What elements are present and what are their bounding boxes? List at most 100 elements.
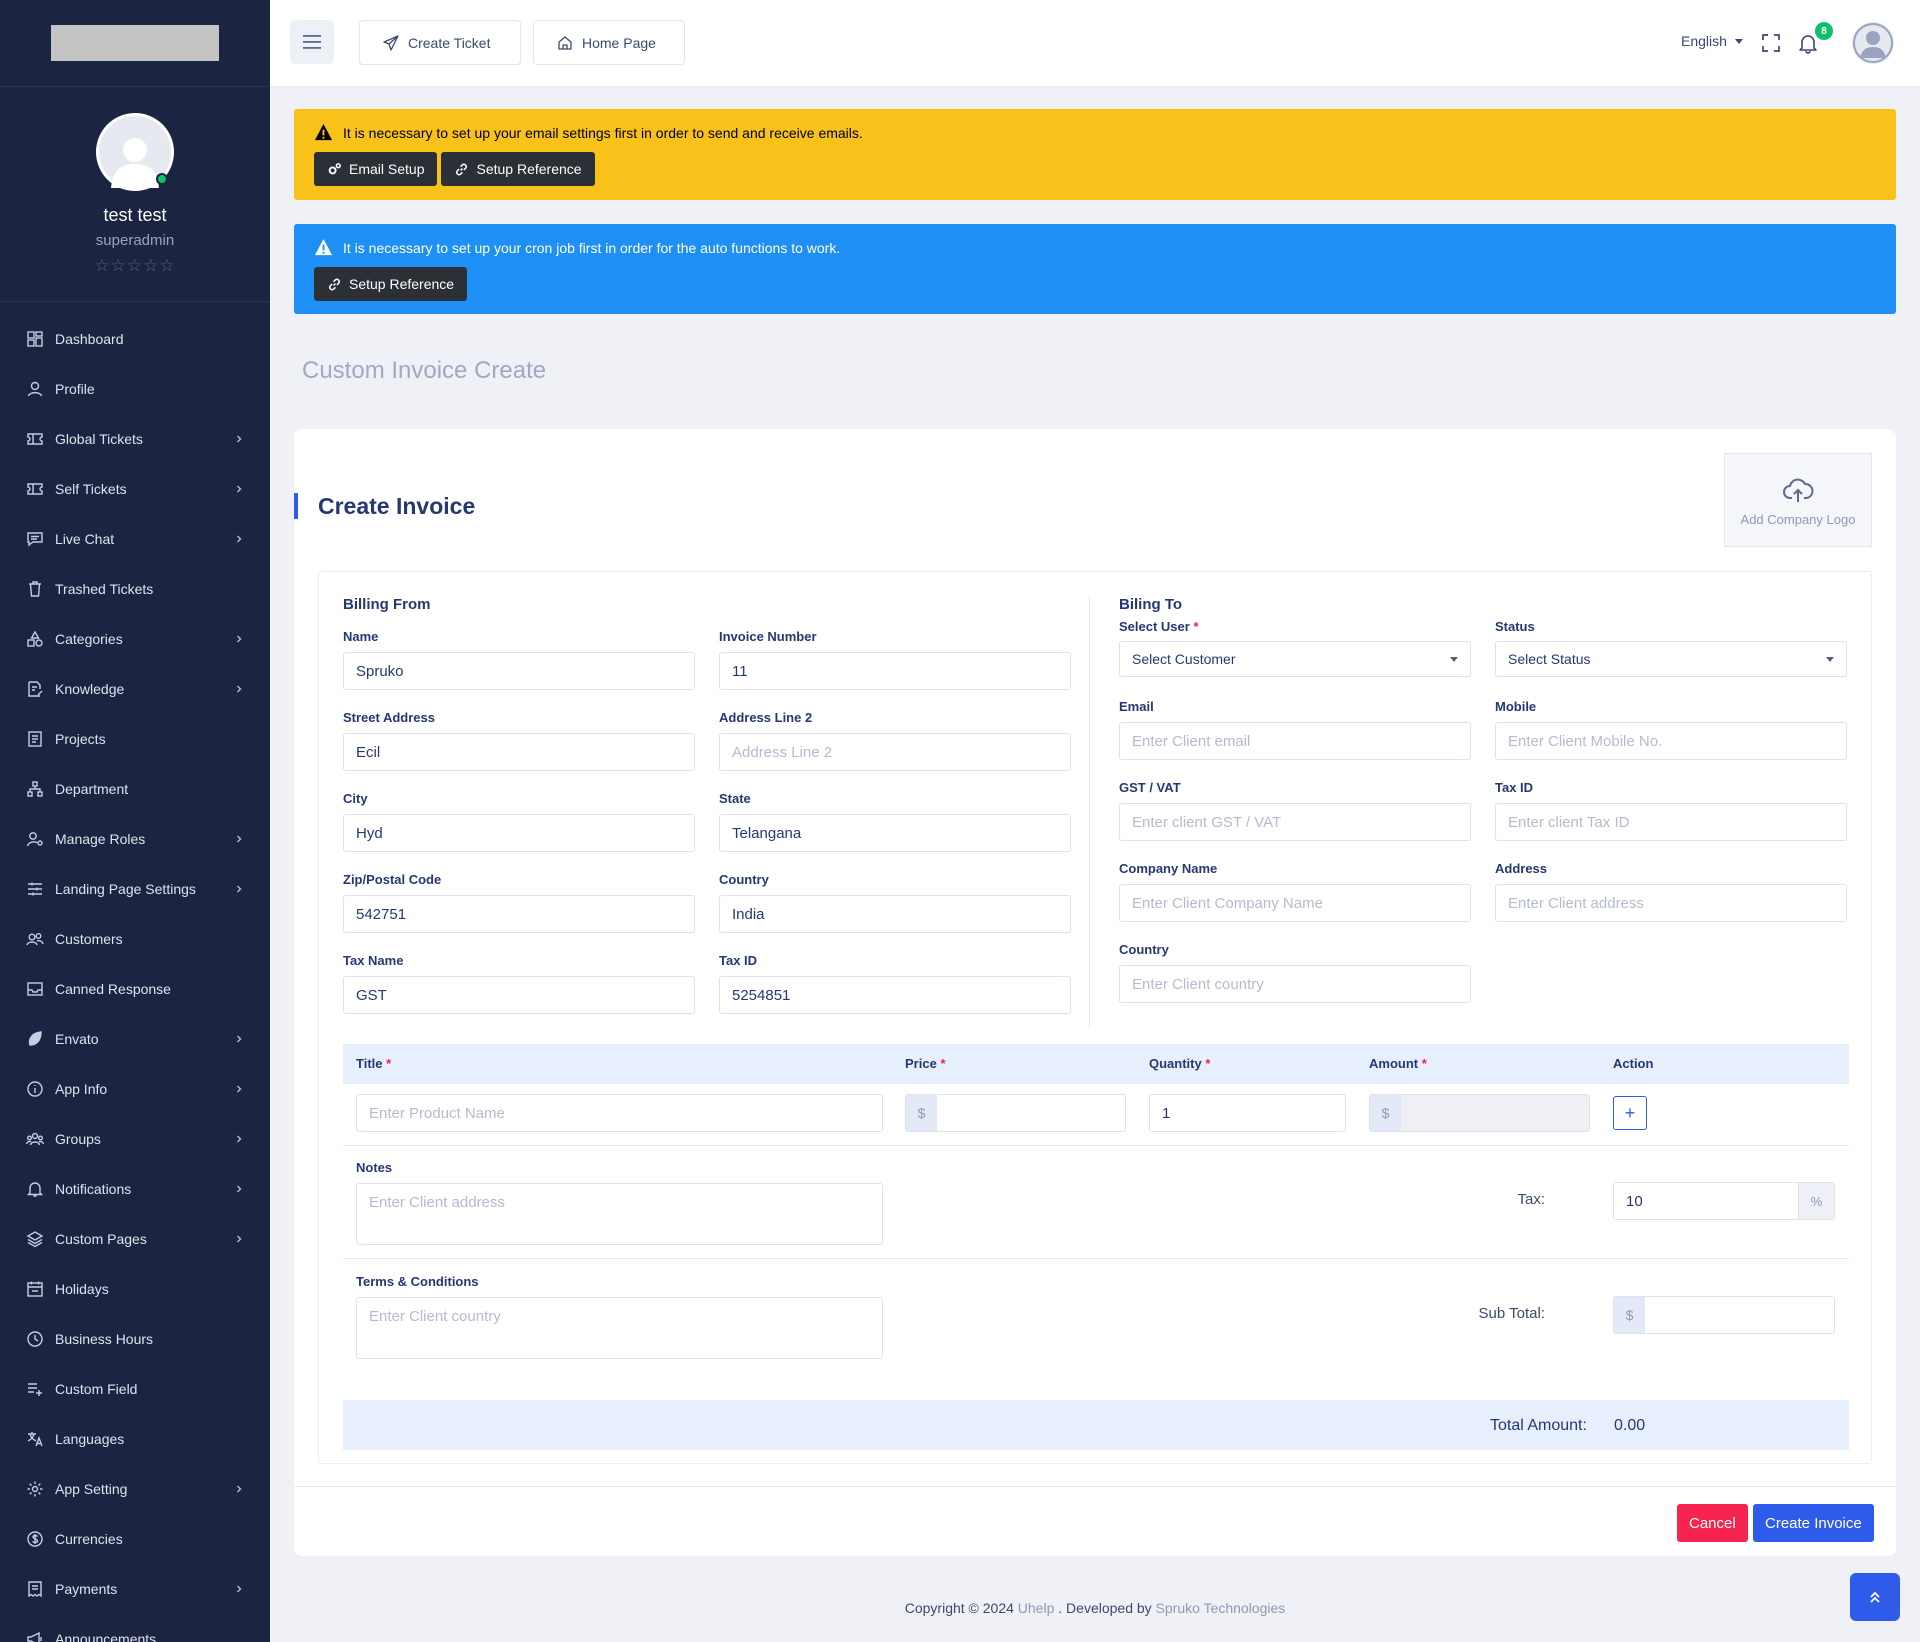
client-address-input[interactable]: Enter Client address xyxy=(1495,884,1847,922)
sidebar-item-custom-pages[interactable]: Custom Pages xyxy=(0,1214,270,1264)
sidebar-item-notifications[interactable]: Notifications xyxy=(0,1164,270,1214)
email-label: Email xyxy=(1119,699,1154,714)
invoice-form: Billing From Name Spruko Invoice Number … xyxy=(318,571,1872,1464)
notes-label: Notes xyxy=(356,1160,393,1175)
client-email-input[interactable]: Enter Client email xyxy=(1119,722,1471,760)
logo-placeholder xyxy=(51,25,219,61)
address-line2-input[interactable]: Address Line 2 xyxy=(719,733,1071,771)
brand-link[interactable]: Uhelp xyxy=(1017,1600,1055,1616)
sidebar-item-app-setting[interactable]: App Setting xyxy=(0,1464,270,1514)
select-user-label-text: Select User xyxy=(1119,619,1190,634)
create-invoice-button[interactable]: Create Invoice xyxy=(1753,1504,1874,1542)
sidebar-item-projects[interactable]: Projects xyxy=(0,714,270,764)
quantity-input[interactable]: 1 xyxy=(1149,1094,1346,1132)
ticket-icon xyxy=(27,483,43,495)
invoice-number-input[interactable]: 11 xyxy=(719,652,1071,690)
col-title: Title * xyxy=(356,1056,391,1071)
user-gear-icon xyxy=(26,832,43,847)
email-alert-message: It is necessary to set up your email set… xyxy=(343,124,863,141)
sidebar-item-global-tickets[interactable]: Global Tickets xyxy=(0,414,270,464)
terms-textarea[interactable]: Enter Client country xyxy=(356,1297,883,1359)
sidebar-item-customers[interactable]: Customers xyxy=(0,914,270,964)
link-icon xyxy=(456,163,468,175)
sidebar-item-landing-page-settings[interactable]: Landing Page Settings xyxy=(0,864,270,914)
price-input[interactable] xyxy=(937,1095,1125,1131)
client-gst-input[interactable]: Enter client GST / VAT xyxy=(1119,803,1471,841)
sidebar-item-self-tickets[interactable]: Self Tickets xyxy=(0,464,270,514)
cancel-button[interactable]: Cancel xyxy=(1677,1504,1748,1542)
sidebar-item-currencies[interactable]: Currencies xyxy=(0,1514,270,1564)
sidebar-item-label: Holidays xyxy=(55,1281,109,1297)
select-customer-dropdown[interactable]: Select Customer xyxy=(1119,641,1471,677)
sidebar-item-label: App Setting xyxy=(55,1481,128,1497)
country-input[interactable]: India xyxy=(719,895,1071,933)
invoice-number-label: Invoice Number xyxy=(719,629,817,644)
client-tax-id-input[interactable]: Enter client Tax ID xyxy=(1495,803,1847,841)
tax-name-input[interactable]: GST xyxy=(343,976,695,1014)
sidebar-item-label: Trashed Tickets xyxy=(55,581,154,597)
sidebar-item-department[interactable]: Department xyxy=(0,764,270,814)
menu-toggle-button[interactable] xyxy=(290,20,334,64)
tax-input-group[interactable]: 10 % xyxy=(1613,1182,1835,1220)
client-mobile-input[interactable]: Enter Client Mobile No. xyxy=(1495,722,1847,760)
card-title: Create Invoice xyxy=(294,493,475,519)
from-name-input[interactable]: Spruko xyxy=(343,652,695,690)
company-link[interactable]: Spruko Technologies xyxy=(1155,1600,1286,1616)
setup-reference-button[interactable]: Setup Reference xyxy=(441,152,595,186)
user-role: superadmin xyxy=(95,232,175,249)
sidebar-item-business-hours[interactable]: Business Hours xyxy=(0,1314,270,1364)
sidebar-logo[interactable] xyxy=(0,0,270,87)
email-setup-button[interactable]: Email Setup xyxy=(314,152,438,186)
sidebar-item-announcements[interactable]: Announcements xyxy=(0,1614,270,1642)
sidebar-item-canned-response[interactable]: Canned Response xyxy=(0,964,270,1014)
notes-textarea[interactable]: Enter Client address xyxy=(356,1183,883,1245)
caret-down-icon xyxy=(1826,656,1834,662)
sidebar-item-profile[interactable]: Profile xyxy=(0,364,270,414)
sidebar-item-groups[interactable]: Groups xyxy=(0,1114,270,1164)
create-ticket-button[interactable]: Create Ticket xyxy=(359,20,521,65)
add-item-button[interactable]: + xyxy=(1613,1096,1647,1130)
user-silhouette-icon xyxy=(1853,23,1893,63)
select-status-dropdown[interactable]: Select Status xyxy=(1495,641,1847,677)
fullscreen-icon[interactable] xyxy=(1760,32,1782,54)
tax-input[interactable]: 10 xyxy=(1614,1183,1798,1219)
tax-percent-addon: % xyxy=(1798,1183,1834,1219)
sidebar-item-trashed-tickets[interactable]: Trashed Tickets xyxy=(0,564,270,614)
sidebar-item-holidays[interactable]: Holidays xyxy=(0,1264,270,1314)
sidebar-item-dashboard[interactable]: Dashboard xyxy=(0,314,270,364)
sidebar-item-envato[interactable]: Envato xyxy=(0,1014,270,1064)
street-address-input[interactable]: Ecil xyxy=(343,733,695,771)
product-name-input[interactable]: Enter Product Name xyxy=(356,1094,883,1132)
sidebar-item-categories[interactable]: Categories xyxy=(0,614,270,664)
bell-icon[interactable] xyxy=(1797,32,1819,54)
client-country-input[interactable]: Enter Client country xyxy=(1119,965,1471,1003)
sidebar-item-label: Payments xyxy=(55,1581,118,1597)
sidebar-item-app-info[interactable]: App Info xyxy=(0,1064,270,1114)
language-dropdown[interactable]: English xyxy=(1681,33,1743,49)
gst-vat-label: GST / VAT xyxy=(1119,780,1181,795)
sidebar-item-knowledge[interactable]: Knowledge xyxy=(0,664,270,714)
add-company-logo-button[interactable]: Add Company Logo xyxy=(1724,453,1872,547)
gear-icon xyxy=(27,1481,43,1497)
header-avatar[interactable] xyxy=(1852,22,1894,64)
sidebar-item-languages[interactable]: Languages xyxy=(0,1414,270,1464)
sidebar-item-manage-roles[interactable]: Manage Roles xyxy=(0,814,270,864)
avatar[interactable] xyxy=(96,113,174,191)
sidebar-item-payments[interactable]: Payments xyxy=(0,1564,270,1614)
city-input[interactable]: Hyd xyxy=(343,814,695,852)
chevron-right-icon xyxy=(237,535,242,543)
sidebar-item-live-chat[interactable]: Live Chat xyxy=(0,514,270,564)
zip-input[interactable]: 542751 xyxy=(343,895,695,933)
price-input-group[interactable]: $ xyxy=(905,1094,1126,1132)
chevron-right-icon xyxy=(237,835,242,843)
setup-reference-label: Setup Reference xyxy=(476,161,582,177)
sidebar-item-custom-field[interactable]: Custom Field xyxy=(0,1364,270,1414)
tax-id-input[interactable]: 5254851 xyxy=(719,976,1071,1014)
client-company-input[interactable]: Enter Client Company Name xyxy=(1119,884,1471,922)
billing-to-heading: Biling To xyxy=(1119,596,1183,613)
state-input[interactable]: Telangana xyxy=(719,814,1071,852)
back-to-top-button[interactable] xyxy=(1850,1573,1900,1621)
receipt-icon xyxy=(28,1581,42,1598)
home-page-button[interactable]: Home Page xyxy=(533,20,685,65)
cron-setup-reference-button[interactable]: Setup Reference xyxy=(314,267,468,301)
